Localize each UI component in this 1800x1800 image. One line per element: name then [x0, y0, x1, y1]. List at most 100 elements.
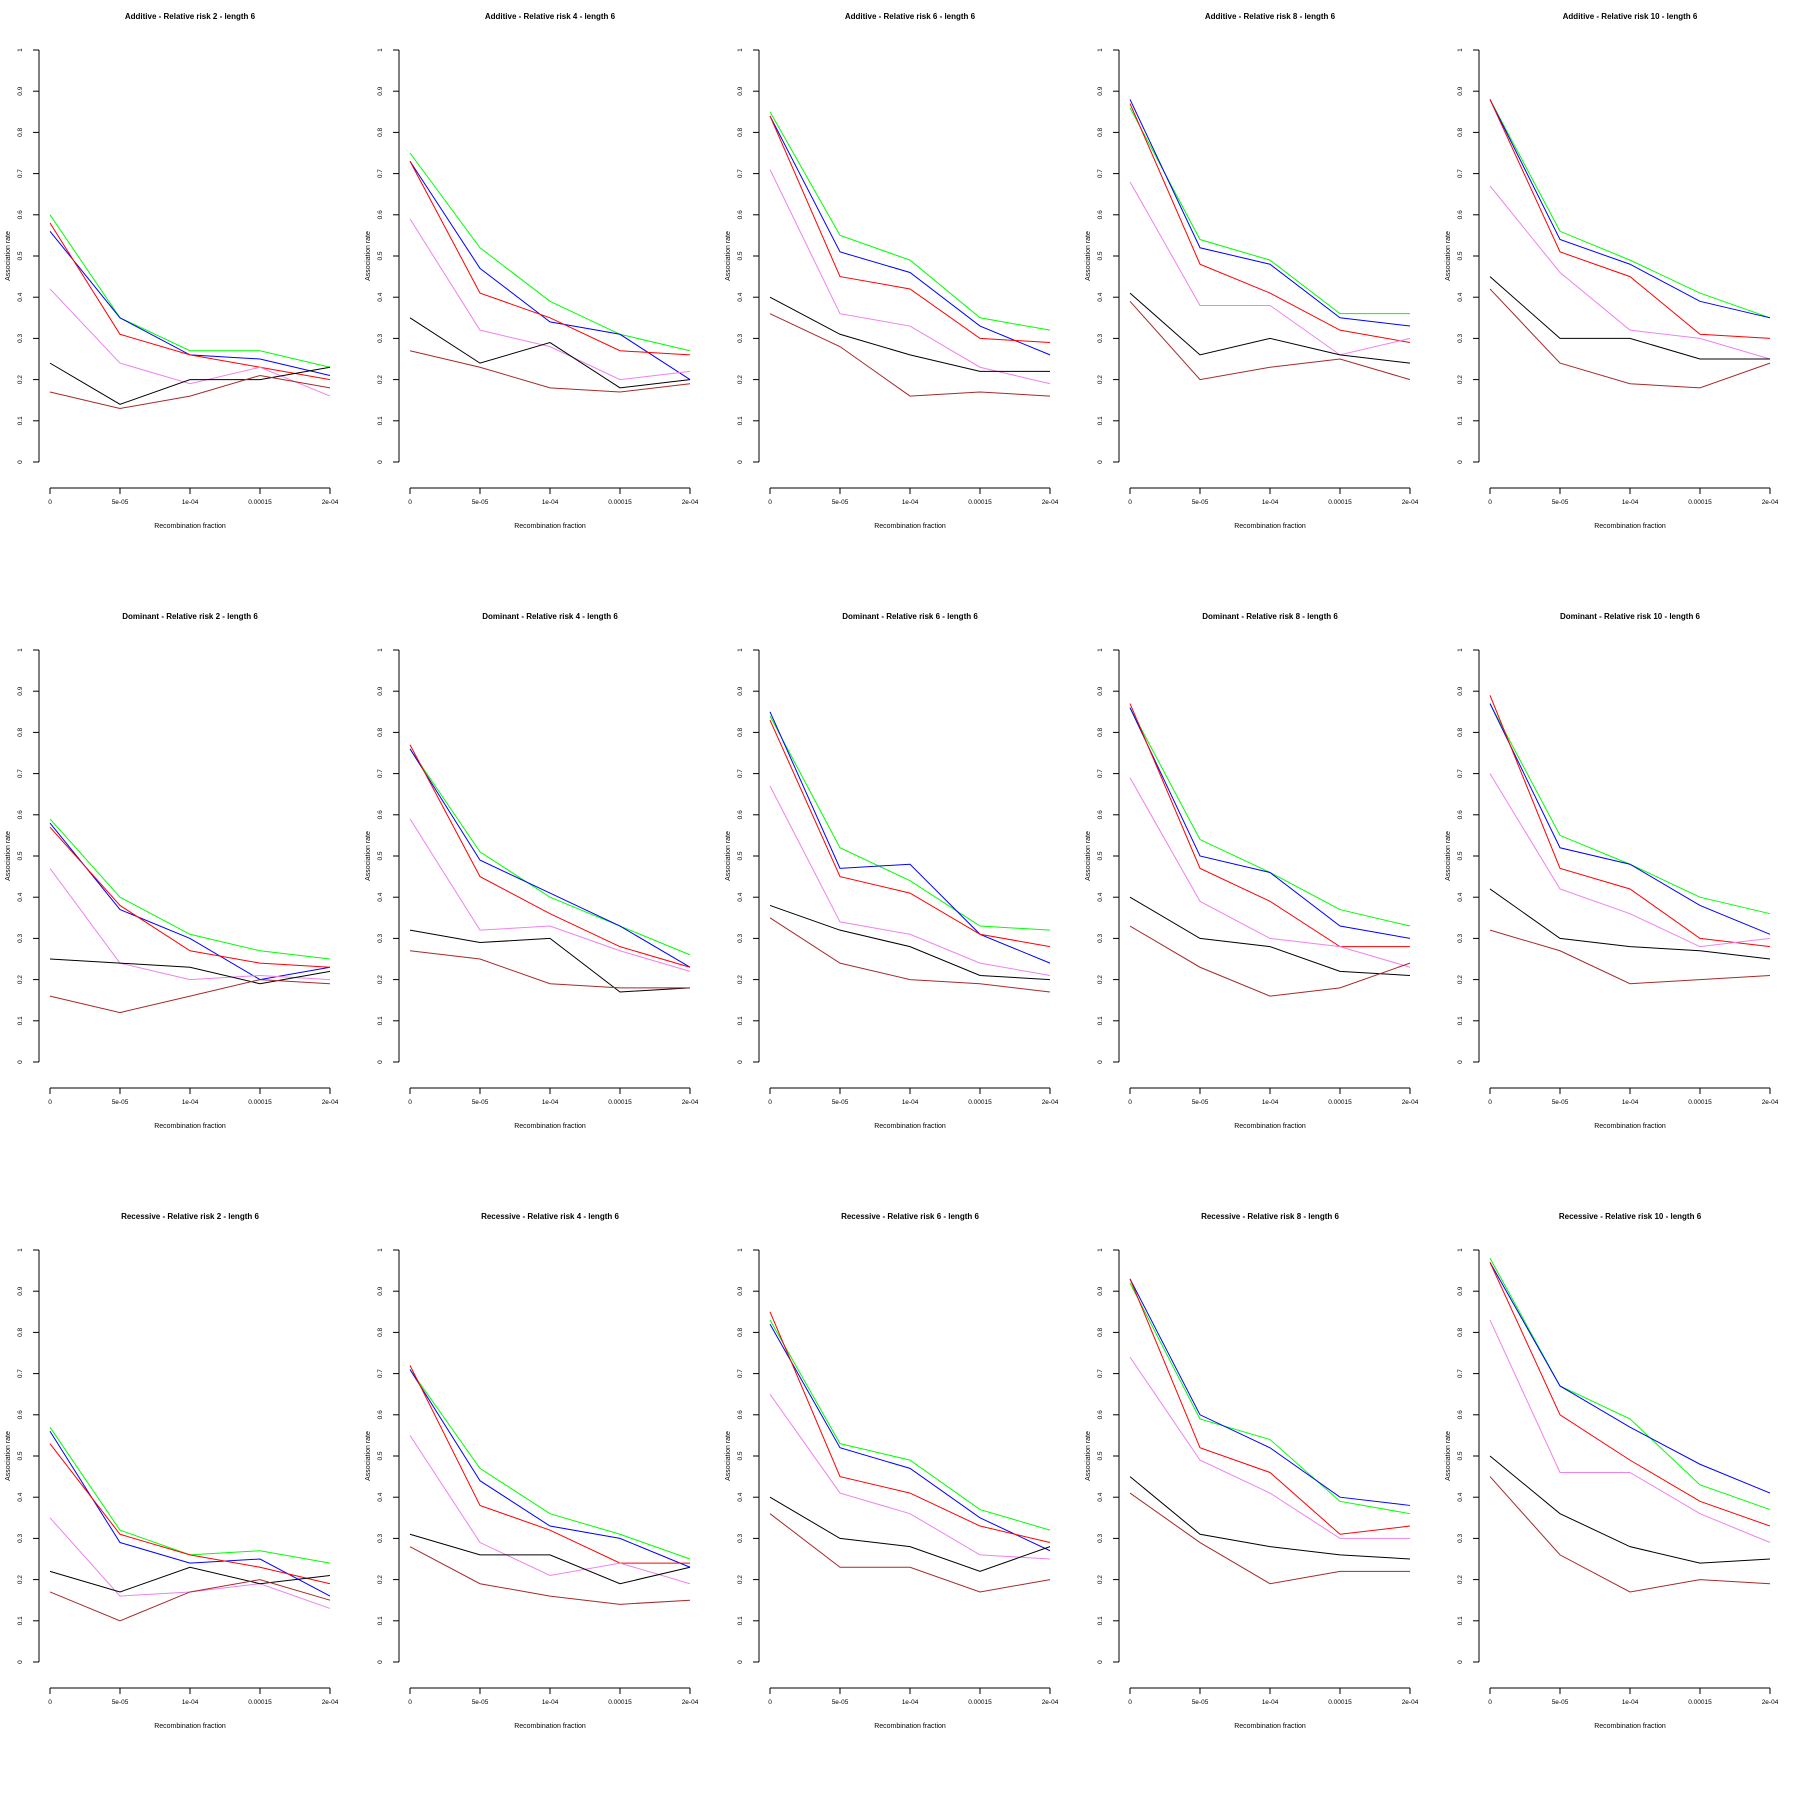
chart-cell: Recessive - Relative risk 10 - length 6 … — [1440, 1200, 1800, 1800]
svg-text:0.4: 0.4 — [1097, 1492, 1104, 1501]
svg-text:0.00015: 0.00015 — [608, 1099, 632, 1106]
svg-text:2e-04: 2e-04 — [1042, 499, 1059, 506]
svg-text:2e-04: 2e-04 — [1762, 499, 1779, 506]
svg-text:0.5: 0.5 — [1457, 251, 1464, 260]
y-axis-label: Association rate — [365, 1431, 372, 1481]
axes: 0 0.1 0.2 0.3 0.4 0.5 0.6 0.7 0.8 0.9 1 0 5e-05 1e-04… — [737, 648, 1059, 1106]
chart-title: Dominant - Relative risk 8 - length 6 — [1202, 612, 1338, 621]
svg-text:0.7: 0.7 — [737, 769, 744, 778]
chart-cell: Recessive - Relative risk 4 - length 6 A… — [360, 1200, 720, 1800]
svg-text:0.1: 0.1 — [1097, 1616, 1104, 1625]
plot-svg: Dominant - Relative risk 10 - length 6 A… — [1445, 612, 1779, 1130]
svg-text:0.7: 0.7 — [377, 769, 384, 778]
svg-text:0.1: 0.1 — [377, 416, 384, 425]
svg-text:5e-05: 5e-05 — [832, 1099, 849, 1106]
svg-text:0.9: 0.9 — [737, 686, 744, 695]
chart-title: Dominant - Relative risk 10 - length 6 — [1560, 612, 1701, 621]
x-axis-label: Recombination fraction — [1234, 523, 1306, 530]
chart-title: Dominant - Relative risk 2 - length 6 — [122, 612, 258, 621]
svg-text:0.00015: 0.00015 — [1688, 1699, 1712, 1706]
svg-text:1: 1 — [737, 648, 744, 652]
svg-text:0.5: 0.5 — [377, 1451, 384, 1460]
svg-text:5e-05: 5e-05 — [112, 1699, 129, 1706]
svg-text:1e-04: 1e-04 — [542, 499, 559, 506]
svg-text:0.9: 0.9 — [1097, 86, 1104, 95]
axes: 0 0.1 0.2 0.3 0.4 0.5 0.6 0.7 0.8 0.9 1 0 5e-05 1e-04… — [737, 1248, 1059, 1706]
svg-text:1: 1 — [737, 48, 744, 52]
svg-text:0.7: 0.7 — [1457, 769, 1464, 778]
svg-text:0.00015: 0.00015 — [608, 1699, 632, 1706]
series-lines — [1489, 99, 1771, 389]
y-axis-label: Association rate — [1085, 231, 1092, 281]
svg-text:0.4: 0.4 — [17, 292, 24, 301]
chart-cell: Additive - Relative risk 4 - length 6 As… — [360, 0, 720, 600]
plot-svg: Dominant - Relative risk 2 - length 6 As… — [5, 612, 339, 1130]
svg-text:0.8: 0.8 — [1097, 728, 1104, 737]
svg-text:2e-04: 2e-04 — [682, 499, 699, 506]
svg-text:0.2: 0.2 — [1457, 375, 1464, 384]
svg-text:0.00015: 0.00015 — [968, 1099, 992, 1106]
svg-text:0.8: 0.8 — [17, 728, 24, 737]
svg-text:0.00015: 0.00015 — [1328, 1099, 1352, 1106]
x-axis-label: Recombination fraction — [514, 1123, 586, 1130]
svg-text:0.1: 0.1 — [1097, 1016, 1104, 1025]
svg-text:0.1: 0.1 — [17, 416, 24, 425]
svg-text:0: 0 — [1128, 1699, 1132, 1706]
series-lines — [1129, 703, 1411, 997]
svg-text:0.9: 0.9 — [1097, 1286, 1104, 1295]
svg-text:2e-04: 2e-04 — [1042, 1099, 1059, 1106]
svg-text:2e-04: 2e-04 — [1042, 1699, 1059, 1706]
svg-text:0.2: 0.2 — [17, 975, 24, 984]
svg-text:0.9: 0.9 — [1097, 686, 1104, 695]
svg-text:0.8: 0.8 — [377, 728, 384, 737]
svg-text:0.8: 0.8 — [1457, 728, 1464, 737]
chart-cell: Dominant - Relative risk 8 - length 6 As… — [1080, 600, 1440, 1200]
svg-text:0: 0 — [768, 1099, 772, 1106]
svg-text:0.7: 0.7 — [1097, 769, 1104, 778]
svg-text:0.6: 0.6 — [737, 1410, 744, 1419]
svg-text:0.4: 0.4 — [1097, 292, 1104, 301]
svg-text:0.6: 0.6 — [1457, 810, 1464, 819]
svg-text:0: 0 — [1457, 460, 1464, 464]
svg-text:5e-05: 5e-05 — [1192, 499, 1209, 506]
svg-text:0.1: 0.1 — [17, 1016, 24, 1025]
svg-text:0.5: 0.5 — [1457, 851, 1464, 860]
x-axis-label: Recombination fraction — [514, 523, 586, 530]
x-axis-label: Recombination fraction — [154, 1723, 226, 1730]
svg-text:0: 0 — [17, 1060, 24, 1064]
plot-svg: Recessive - Relative risk 10 - length 6 … — [1445, 1212, 1779, 1730]
chart-title: Additive - Relative risk 2 - length 6 — [125, 12, 256, 21]
svg-text:0: 0 — [1488, 1099, 1492, 1106]
svg-text:0.4: 0.4 — [737, 1492, 744, 1501]
chart-title: Additive - Relative risk 6 - length 6 — [845, 12, 976, 21]
svg-text:0.3: 0.3 — [17, 934, 24, 943]
svg-text:0.9: 0.9 — [17, 86, 24, 95]
y-axis-label: Association rate — [5, 831, 12, 881]
svg-text:0.6: 0.6 — [377, 810, 384, 819]
svg-text:1e-04: 1e-04 — [182, 1099, 199, 1106]
series-lines — [1489, 695, 1771, 985]
svg-text:0: 0 — [1488, 1699, 1492, 1706]
chart-title: Additive - Relative risk 10 - length 6 — [1563, 12, 1698, 21]
svg-text:0.00015: 0.00015 — [1688, 1099, 1712, 1106]
svg-text:0.7: 0.7 — [1457, 169, 1464, 178]
x-axis-label: Recombination fraction — [154, 523, 226, 530]
chart-cell: Additive - Relative risk 8 - length 6 As… — [1080, 0, 1440, 600]
x-axis-label: Recombination fraction — [874, 1723, 946, 1730]
svg-text:0.3: 0.3 — [377, 934, 384, 943]
chart-title: Recessive - Relative risk 10 - length 6 — [1559, 1212, 1702, 1221]
svg-text:0.2: 0.2 — [377, 375, 384, 384]
svg-text:0.1: 0.1 — [1097, 416, 1104, 425]
svg-text:2e-04: 2e-04 — [322, 1099, 339, 1106]
y-axis-label: Association rate — [1445, 231, 1452, 281]
plot-svg: Additive - Relative risk 2 - length 6 As… — [5, 12, 339, 530]
svg-text:5e-05: 5e-05 — [1552, 1099, 1569, 1106]
svg-text:5e-05: 5e-05 — [472, 1699, 489, 1706]
chart-cell: Recessive - Relative risk 8 - length 6 A… — [1080, 1200, 1440, 1800]
svg-text:1: 1 — [737, 1248, 744, 1252]
svg-text:0: 0 — [17, 1660, 24, 1664]
svg-text:0.7: 0.7 — [1457, 1369, 1464, 1378]
series-lines — [409, 1365, 691, 1605]
svg-text:0.5: 0.5 — [17, 251, 24, 260]
